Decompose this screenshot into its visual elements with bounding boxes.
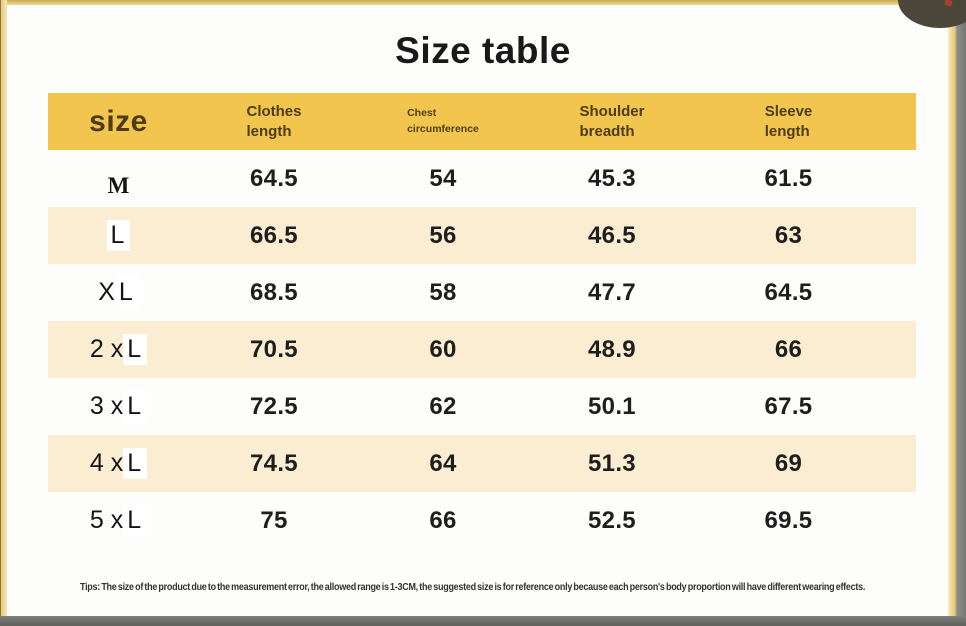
page-title: Size table xyxy=(395,30,571,71)
shoulder-cell: 46.5 xyxy=(588,221,636,249)
tips-text: Tips: The size of the product due to the… xyxy=(80,582,866,593)
clothes-length-cell: 66.5 xyxy=(250,221,298,249)
header-clothes-length: Clothes length xyxy=(246,103,302,140)
chest-cell: 62 xyxy=(429,392,457,420)
table-header-row: size Clothes length Chest circumference … xyxy=(48,93,916,150)
chest-cell: 64 xyxy=(429,449,457,477)
top-border-strip xyxy=(0,0,966,5)
sleeve-cell: 61.5 xyxy=(764,164,813,192)
chest-cell: 56 xyxy=(429,221,457,249)
header-chest-circumference: Chest circumference xyxy=(407,106,479,135)
clothes-length-cell: 64.5 xyxy=(250,164,298,192)
sleeve-cell: 67.5 xyxy=(764,392,813,420)
shoulder-cell: 48.9 xyxy=(588,335,636,363)
shoulder-cell: 50.1 xyxy=(588,392,636,420)
shoulder-cell: 47.7 xyxy=(588,278,636,306)
clothes-length-cell: 70.5 xyxy=(250,335,298,363)
chest-cell: 54 xyxy=(429,164,457,192)
header-shoulder-breadth: Shoulder breadth xyxy=(579,103,645,140)
table-row: M 64.5 54 45.3 61.5 xyxy=(48,150,916,207)
chest-cell: 60 xyxy=(429,335,457,363)
sleeve-cell: 66 xyxy=(774,335,803,363)
right-border-strip xyxy=(948,0,966,617)
clothes-length-cell: 74.5 xyxy=(250,449,298,477)
corner-notch xyxy=(898,0,966,28)
sleeve-cell: 69 xyxy=(774,449,803,477)
sleeve-cell: 63 xyxy=(774,221,803,249)
chest-cell: 58 xyxy=(429,278,457,306)
clothes-length-cell: 72.5 xyxy=(250,392,298,420)
table-row: L 66.5 56 46.5 63 xyxy=(48,207,916,264)
size-cell: M xyxy=(107,172,130,198)
clothes-length-cell: 75 xyxy=(260,506,288,534)
left-border-strip xyxy=(0,0,7,617)
sleeve-cell: 69.5 xyxy=(764,506,813,534)
shoulder-cell: 51.3 xyxy=(588,449,636,477)
sleeve-cell: 64.5 xyxy=(764,278,813,306)
clothes-length-cell: 68.5 xyxy=(250,278,298,306)
chest-cell: 66 xyxy=(429,506,457,534)
header-size: size xyxy=(89,104,148,138)
bottom-bar xyxy=(0,616,966,626)
header-sleeve-length: Sleeve length xyxy=(764,103,813,140)
size-cell: L xyxy=(106,220,131,251)
shoulder-cell: 45.3 xyxy=(588,164,636,192)
shoulder-cell: 52.5 xyxy=(588,506,636,534)
